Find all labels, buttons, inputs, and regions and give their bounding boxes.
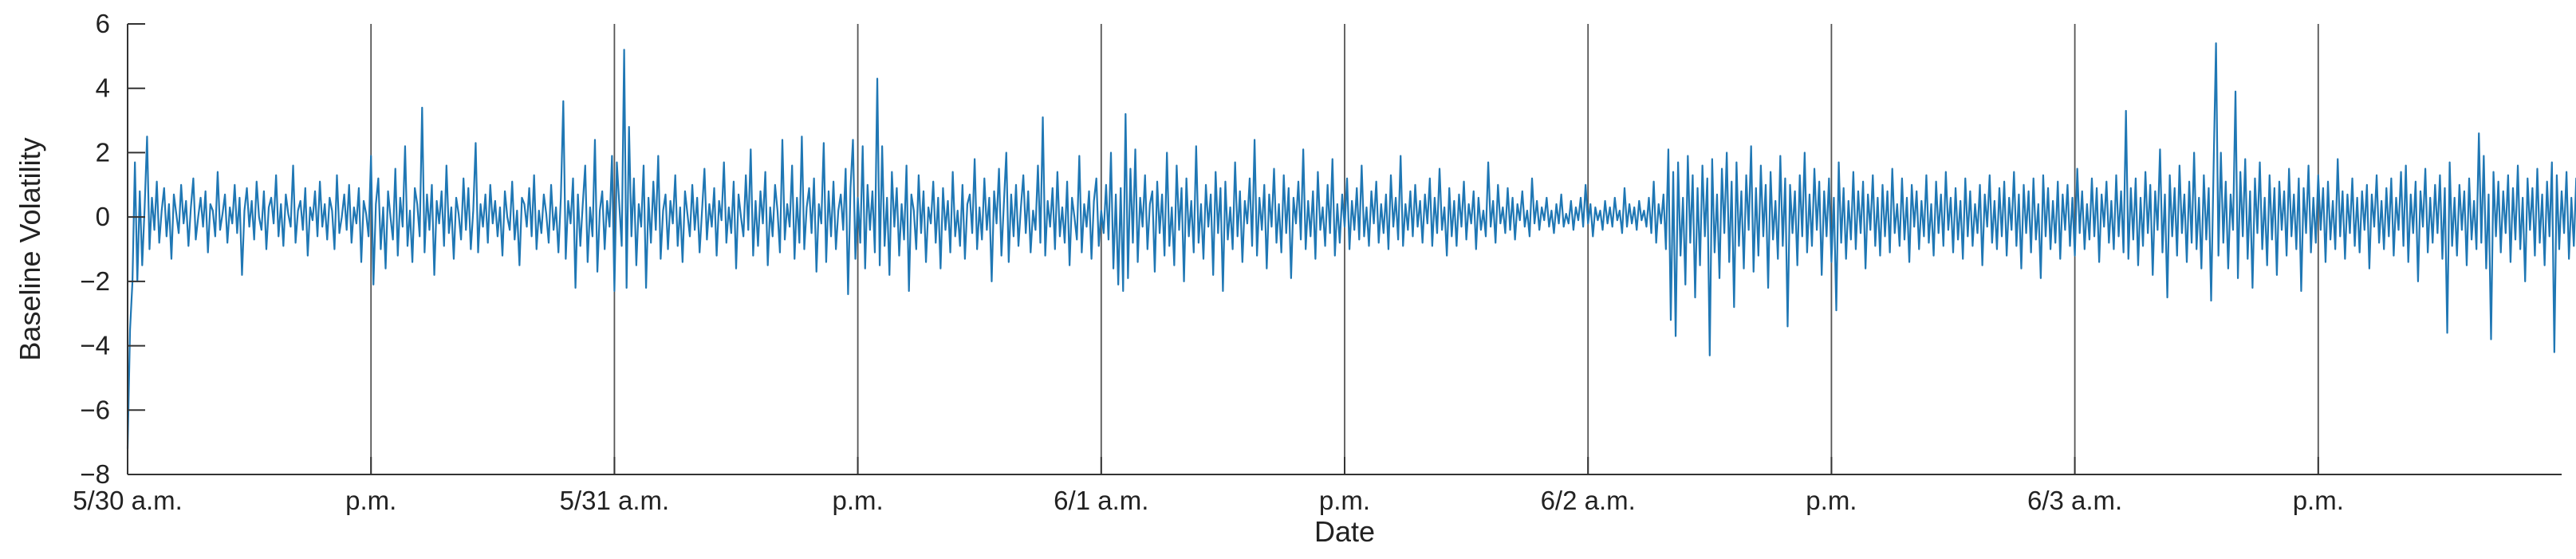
y-tick-label: 2 xyxy=(96,137,110,167)
x-tick-label: p.m. xyxy=(1806,486,1857,515)
session-divider-lines xyxy=(370,24,2319,474)
x-axis-ticks: 5/30 a.m. p.m. 5/31 a.m. p.m. 6/1 a.m. p.m. 6/… xyxy=(73,457,2344,515)
y-tick-label: −6 xyxy=(80,395,110,424)
x-tick-label: 5/31 a.m. xyxy=(560,486,670,515)
x-tick-label: p.m. xyxy=(2293,486,2344,515)
series-layer xyxy=(126,42,2576,449)
x-tick-label: 6/3 a.m. xyxy=(2027,486,2122,515)
x-axis-title: Date xyxy=(1314,515,1375,548)
y-tick-label: 6 xyxy=(96,9,110,38)
y-tick-label: 0 xyxy=(96,202,110,231)
y-axis-title: Baseline Volatility xyxy=(14,137,46,360)
x-tick-label: 6/1 a.m. xyxy=(1054,486,1148,515)
y-axis-ticks: −8 −6 −4 −2 0 2 4 6 xyxy=(80,9,145,489)
baseline-volatility-series-line xyxy=(126,42,2576,449)
x-tick-label: p.m. xyxy=(345,486,396,515)
y-tick-label: −4 xyxy=(80,331,110,360)
y-tick-label: −8 xyxy=(80,459,110,489)
y-tick-label: −2 xyxy=(80,266,110,296)
x-tick-label: 5/30 a.m. xyxy=(73,486,183,515)
x-tick-label: 6/2 a.m. xyxy=(1541,486,1636,515)
y-tick-label: 4 xyxy=(96,73,110,103)
x-tick-label: p.m. xyxy=(833,486,884,515)
x-tick-label: p.m. xyxy=(1319,486,1370,515)
